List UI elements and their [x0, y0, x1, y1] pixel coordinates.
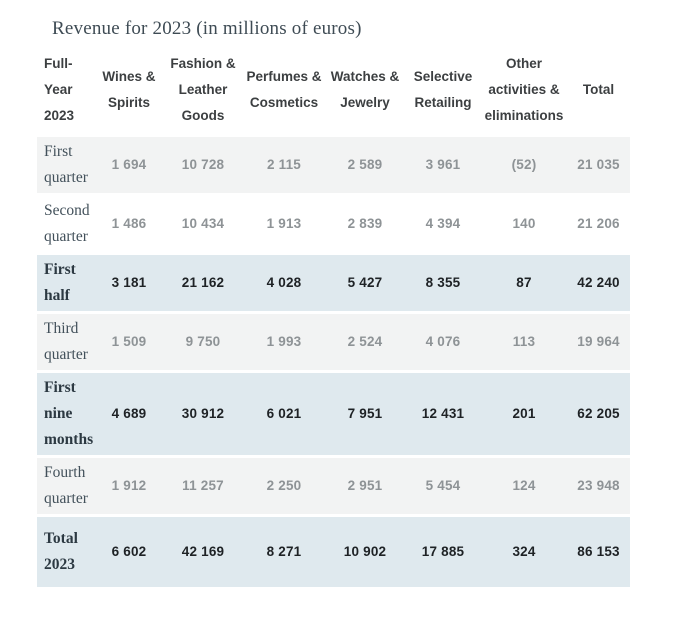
revenue-table: Full-Year 2023 Wines & Spirits Fashion & L…	[37, 49, 630, 590]
column-header: Total	[567, 49, 630, 137]
revenue-cell: 1 993	[243, 314, 325, 373]
revenue-cell: 10 434	[163, 196, 243, 255]
revenue-cell: 10 728	[163, 137, 243, 196]
revenue-cell: 86 153	[567, 517, 630, 590]
revenue-cell: 9 750	[163, 314, 243, 373]
column-header: Perfumes & Cosmetics	[243, 49, 325, 137]
revenue-cell: 7 951	[325, 373, 405, 458]
revenue-cell: 8 271	[243, 517, 325, 590]
revenue-cell: 1 509	[95, 314, 163, 373]
table-row: Third quarter 1 509 9 750 1 993 2 524 4 076 11…	[37, 314, 630, 373]
revenue-cell: 19 964	[567, 314, 630, 373]
revenue-cell: 30 912	[163, 373, 243, 458]
revenue-cell: 6 021	[243, 373, 325, 458]
revenue-cell: 1 912	[95, 458, 163, 517]
revenue-cell: 8 355	[405, 255, 481, 314]
column-header: Fashion & Leather Goods	[163, 49, 243, 137]
revenue-cell: 21 035	[567, 137, 630, 196]
revenue-cell: 6 602	[95, 517, 163, 590]
revenue-cell: 3 961	[405, 137, 481, 196]
revenue-cell: 4 689	[95, 373, 163, 458]
row-label: Fourth quarter	[37, 458, 95, 517]
revenue-cell: 4 394	[405, 196, 481, 255]
row-label: First quarter	[37, 137, 95, 196]
row-label: First nine months	[37, 373, 95, 458]
table-row: Fourth quarter 1 912 11 257 2 250 2 951 5 454…	[37, 458, 630, 517]
row-label: Third quarter	[37, 314, 95, 373]
revenue-cell: 17 885	[405, 517, 481, 590]
revenue-cell: 62 205	[567, 373, 630, 458]
revenue-cell: 124	[481, 458, 567, 517]
table-row: Total 2023 6 602 42 169 8 271 10 902 17 885 32…	[37, 517, 630, 590]
revenue-cell: 324	[481, 517, 567, 590]
revenue-cell: 2 524	[325, 314, 405, 373]
row-label: Second quarter	[37, 196, 95, 255]
revenue-cell: 21 206	[567, 196, 630, 255]
article-page: Revenue for 2023 (in millions of euros) …	[37, 18, 630, 590]
revenue-cell: 5 454	[405, 458, 481, 517]
revenue-cell: 87	[481, 255, 567, 314]
revenue-cell: 201	[481, 373, 567, 458]
revenue-cell: 42 169	[163, 517, 243, 590]
revenue-cell: 4 076	[405, 314, 481, 373]
table-row: First half 3 181 21 162 4 028 5 427 8 355 87 42…	[37, 255, 630, 314]
revenue-cell: 4 028	[243, 255, 325, 314]
table-row: First nine months 4 689 30 912 6 021 7 951 12…	[37, 373, 630, 458]
revenue-cell: 2 951	[325, 458, 405, 517]
row-label: First half	[37, 255, 95, 314]
revenue-cell: 2 839	[325, 196, 405, 255]
column-header: Wines & Spirits	[95, 49, 163, 137]
revenue-cell: 21 162	[163, 255, 243, 314]
column-header: Watches & Jewelry	[325, 49, 405, 137]
revenue-cell: 42 240	[567, 255, 630, 314]
revenue-cell: 140	[481, 196, 567, 255]
revenue-cell: 2 115	[243, 137, 325, 196]
row-label: Total 2023	[37, 517, 95, 590]
column-header: Full-Year 2023	[37, 49, 95, 137]
column-header: Other activities & eliminations	[481, 49, 567, 137]
revenue-cell: 12 431	[405, 373, 481, 458]
header-row: Full-Year 2023 Wines & Spirits Fashion & L…	[37, 49, 630, 137]
table-row: First quarter 1 694 10 728 2 115 2 589 3 961(…	[37, 137, 630, 196]
revenue-cell: 1 694	[95, 137, 163, 196]
revenue-cell: 10 902	[325, 517, 405, 590]
revenue-cell: (52)	[481, 137, 567, 196]
revenue-cell: 1 913	[243, 196, 325, 255]
column-header: Selective Retailing	[405, 49, 481, 137]
revenue-cell: 3 181	[95, 255, 163, 314]
revenue-cell: 113	[481, 314, 567, 373]
table-title: Revenue for 2023 (in millions of euros)	[52, 18, 362, 39]
revenue-cell: 2 250	[243, 458, 325, 517]
revenue-cell: 1 486	[95, 196, 163, 255]
revenue-cell: 23 948	[567, 458, 630, 517]
revenue-cell: 11 257	[163, 458, 243, 517]
revenue-cell: 2 589	[325, 137, 405, 196]
revenue-cell: 5 427	[325, 255, 405, 314]
table-row: Second quarter 1 486 10 434 1 913 2 839 4 394…	[37, 196, 630, 255]
